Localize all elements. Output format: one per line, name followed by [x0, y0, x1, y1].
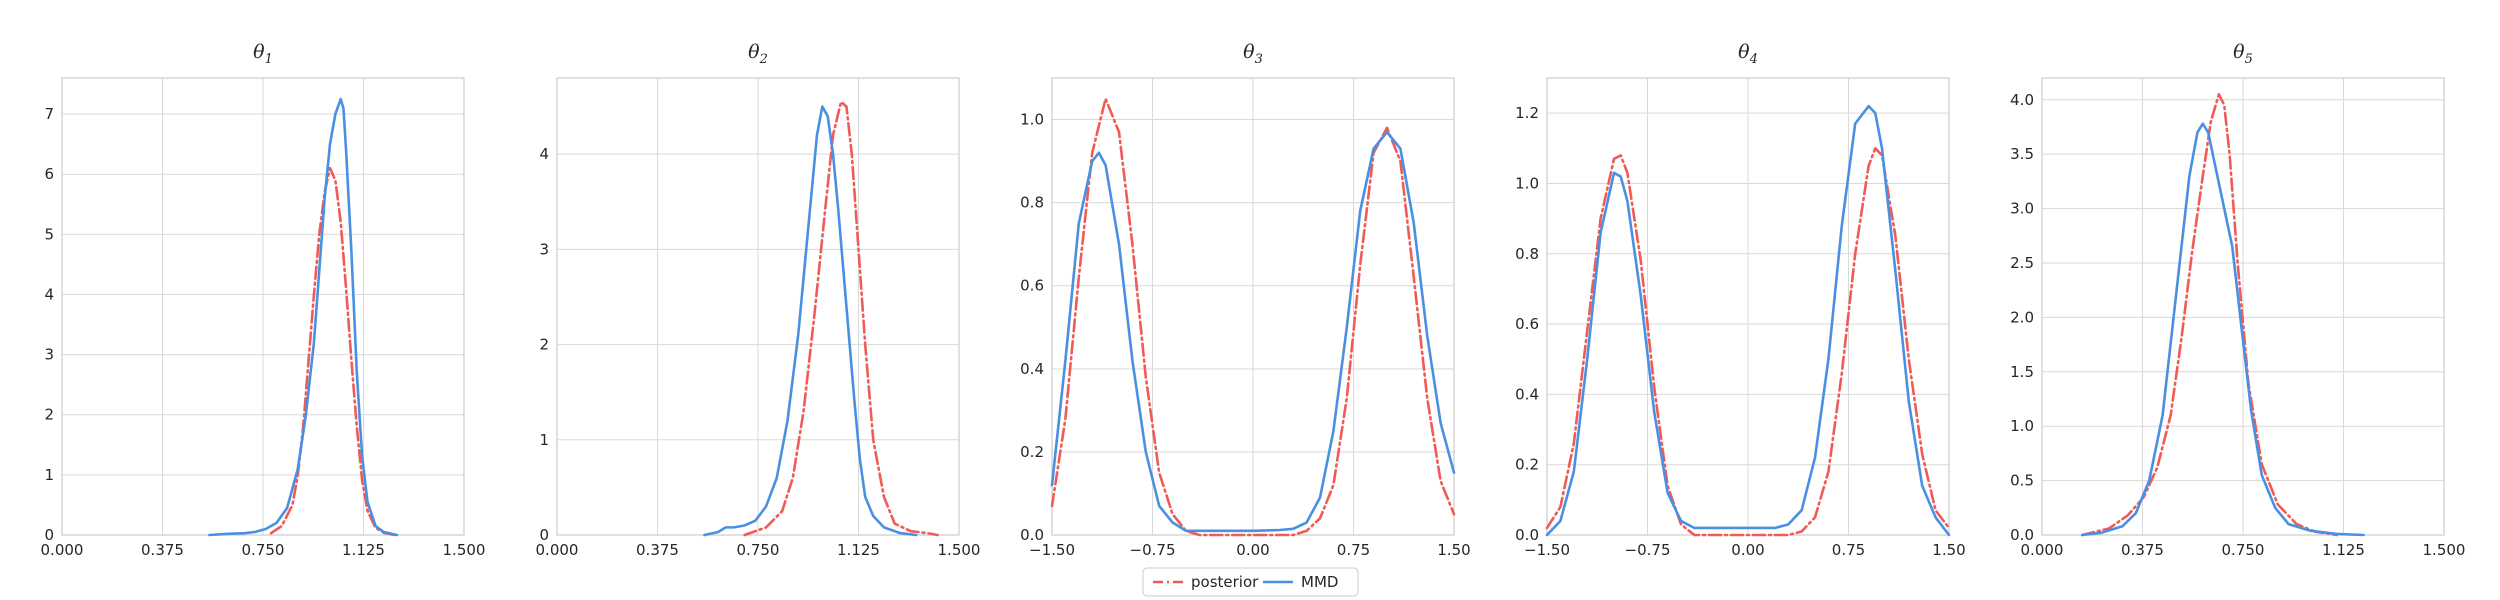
x-tick-label: 0.000: [2021, 541, 2064, 559]
series-line-posterior: [743, 100, 939, 537]
series-line-posterior: [2080, 93, 2339, 537]
x-tick-label: 1.500: [443, 541, 486, 559]
series-line-mmd: [208, 97, 399, 537]
x-tick-label: 0.375: [2121, 541, 2164, 559]
y-tick-label: 3.5: [2010, 145, 2034, 163]
y-tick-label: 0.2: [1020, 443, 1044, 461]
y-tick-label: 1.0: [1515, 174, 1539, 192]
y-tick-label: 0: [539, 526, 549, 544]
x-tick-label: 0.00: [1731, 541, 1764, 559]
y-tick-label: 7: [44, 105, 54, 123]
x-tick-label: 0.750: [737, 541, 780, 559]
legend-box: [1142, 567, 1359, 597]
x-tick-label: 0.75: [1832, 541, 1865, 559]
x-tick-label: 0.00: [1236, 541, 1269, 559]
series-line-mmd: [1050, 130, 1456, 533]
y-tick-label: 0.0: [1020, 526, 1044, 544]
panel-1: 0.000 0.375 0.750 1.125 1.500 0 1 2 3 4 5 6 7 θ1: [41, 41, 486, 559]
panel-title: θ2: [748, 41, 768, 67]
y-tick-label: 3.0: [2010, 200, 2034, 218]
panel-3: −1.50 −0.75 0.00 0.75 1.50 0.0 0.2 0.4 0.6 0.8 1.0…: [1020, 41, 1471, 559]
plot-frame: [556, 77, 960, 536]
x-tick-label: 1.125: [2322, 541, 2365, 559]
panel-4: −1.50 −0.75 0.00 0.75 1.50 0.0 0.2 0.4 0.6 0.8 1.0…: [1515, 41, 1966, 559]
x-tick-label: −0.75: [1625, 541, 1671, 559]
x-tick-label: 0.75: [1337, 541, 1370, 559]
y-tick-label: 0.8: [1020, 194, 1044, 212]
y-tick-label: 4: [539, 145, 549, 163]
x-tick-label: 0.750: [2222, 541, 2265, 559]
y-tick-label: 4.0: [2010, 91, 2034, 109]
legend-label-mmd: MMD: [1301, 573, 1338, 591]
y-tick-label: 3: [539, 240, 549, 258]
y-tick-label: 2.5: [2010, 254, 2034, 272]
panel-title: θ4: [1738, 41, 1758, 67]
y-tick-label: 1: [539, 431, 549, 449]
x-tick-label: 0.000: [536, 541, 579, 559]
x-tick-label: 0.375: [636, 541, 679, 559]
x-tick-label: 0.000: [41, 541, 84, 559]
panel-title: θ3: [1243, 41, 1263, 67]
plot-frame: [2041, 77, 2445, 536]
y-tick-label: 0.8: [1515, 245, 1539, 263]
y-tick-label: 6: [44, 165, 54, 183]
x-tick-label: −1.50: [1029, 541, 1075, 559]
panel-5: 0.000 0.375 0.750 1.125 1.500 0.0 0.5 1.0 1.5 2.0…: [2010, 41, 2465, 559]
y-tick-label: 0.5: [2010, 472, 2034, 490]
y-tick-label: 1.2: [1515, 104, 1539, 122]
y-tick-label: 1.0: [1020, 111, 1044, 129]
panel-title: θ1: [253, 41, 273, 67]
y-tick-label: 4: [44, 285, 54, 303]
legend-label-posterior: posterior: [1191, 573, 1259, 591]
y-tick-label: 0: [44, 526, 54, 544]
legend: posterior MMD: [1142, 567, 1359, 597]
series-line-posterior: [1050, 97, 1456, 537]
y-tick-label: 1: [44, 466, 54, 484]
series-line-posterior: [1545, 147, 1951, 537]
y-tick-label: 2: [539, 336, 549, 354]
panel-2: 0.000 0.375 0.750 1.125 1.500 0 1 2 3 4 θ2: [536, 41, 981, 559]
panel-title: θ5: [2233, 41, 2253, 67]
y-tick-label: 1.5: [2010, 363, 2034, 381]
x-tick-label: 0.375: [141, 541, 184, 559]
y-tick-label: 0.6: [1515, 315, 1539, 333]
x-tick-label: 1.50: [1932, 541, 1965, 559]
x-tick-label: 1.500: [2423, 541, 2466, 559]
series-line-mmd: [2080, 122, 2365, 537]
x-tick-label: 1.50: [1437, 541, 1470, 559]
y-tick-label: 0.0: [2010, 526, 2034, 544]
y-tick-label: 0.0: [1515, 526, 1539, 544]
y-tick-label: 3: [44, 346, 54, 364]
series-line-mmd: [1545, 104, 1951, 537]
x-tick-label: 1.500: [938, 541, 981, 559]
x-tick-label: 1.125: [342, 541, 385, 559]
y-tick-label: 2: [44, 406, 54, 424]
x-tick-label: −1.50: [1524, 541, 1570, 559]
y-tick-label: 0.4: [1515, 385, 1539, 403]
plot-frame: [61, 77, 465, 536]
x-tick-label: 1.125: [837, 541, 880, 559]
y-tick-label: 0.2: [1515, 456, 1539, 474]
y-tick-label: 5: [44, 225, 54, 243]
y-tick-label: 2.0: [2010, 308, 2034, 326]
x-tick-label: 0.750: [242, 541, 285, 559]
series-line-mmd: [703, 105, 918, 537]
y-tick-label: 1.0: [2010, 417, 2034, 435]
x-tick-label: −0.75: [1130, 541, 1176, 559]
y-tick-label: 0.4: [1020, 360, 1044, 378]
y-tick-label: 0.6: [1020, 277, 1044, 295]
